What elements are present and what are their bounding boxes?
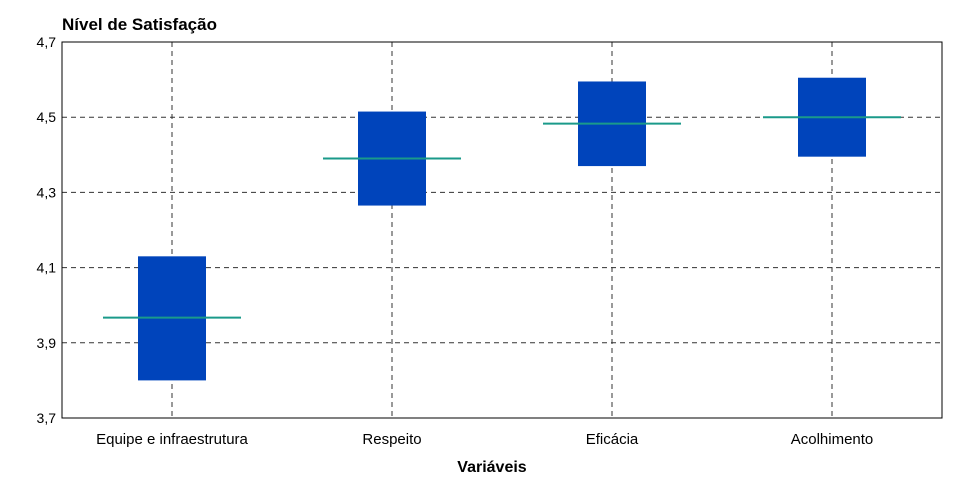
y-tick-labels: 3,7 3,9 4,1 4,3 4,5 4,7 — [37, 34, 57, 426]
x-tick-labels: Equipe e infraestrutura Respeito Eficácia A… — [96, 431, 873, 448]
y-tick-label: 4,7 — [37, 34, 57, 50]
y-tick-label: 4,1 — [37, 260, 57, 276]
y-tick-label: 4,3 — [37, 184, 57, 200]
plot-frame — [61, 41, 943, 419]
y-tick-label: 3,9 — [37, 335, 57, 351]
x-tick-label: Respeito — [362, 431, 421, 448]
y-tick-label: 4,5 — [37, 109, 57, 125]
x-axis-label: Variáveis — [457, 459, 527, 476]
y-tick-label: 3,7 — [37, 410, 57, 426]
boxes — [103, 77, 901, 381]
x-tick-label: Acolhimento — [791, 431, 874, 448]
x-tick-label: Eficácia — [586, 431, 639, 448]
chart-title: Nível de Satisfação — [62, 15, 217, 34]
x-tick-label: Equipe e infraestrutura — [96, 431, 248, 448]
